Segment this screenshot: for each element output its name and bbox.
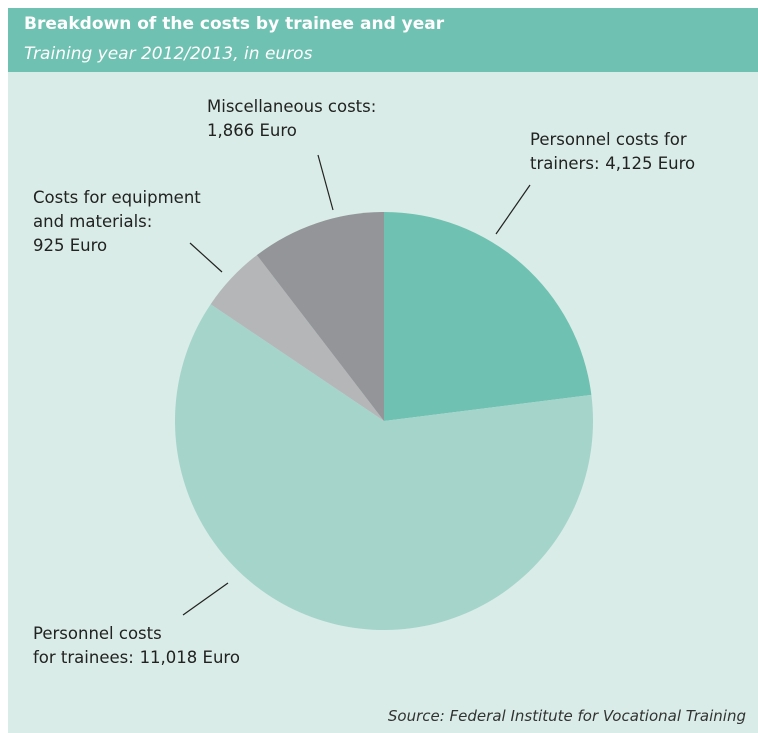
leader-line	[189, 242, 223, 273]
category-label: Personnel costs for trainers:	[530, 130, 687, 173]
slice-label: Personnel costs for trainees: 11,018 Euro	[33, 622, 240, 670]
pie-slice	[210, 255, 384, 421]
leader-line	[182, 582, 229, 616]
pie-slice	[384, 212, 592, 421]
category-label: Costs for equipment and materials:	[33, 188, 201, 231]
chart-title: Breakdown of the costs by trainee and ye…	[24, 14, 445, 34]
leader-line	[495, 184, 531, 235]
slice-label: Personnel costs for trainers: 4,125 Euro	[530, 128, 695, 176]
value-label: 11,018 Euro	[139, 648, 240, 667]
value-label: 1,866 Euro	[207, 121, 297, 140]
source: Source: Federal Institute for Vocational…	[387, 707, 746, 725]
header	[8, 8, 758, 72]
category-label: Miscellaneous costs:	[207, 97, 377, 116]
leader-line	[317, 154, 334, 211]
value-label: 4,125 Euro	[605, 154, 696, 173]
chart-subtitle: Training year 2012/2013, in euros	[24, 44, 313, 64]
pie-slice	[174, 304, 594, 630]
value-label: 925 Euro	[33, 236, 108, 255]
slice-label: Costs for equipment and materials: 925 Eu…	[33, 186, 201, 258]
pie-slice	[256, 212, 384, 421]
category-label: Personnel costs for trainees:	[33, 624, 162, 667]
slice-label: Miscellaneous costs: 1,866 Euro	[207, 95, 376, 143]
